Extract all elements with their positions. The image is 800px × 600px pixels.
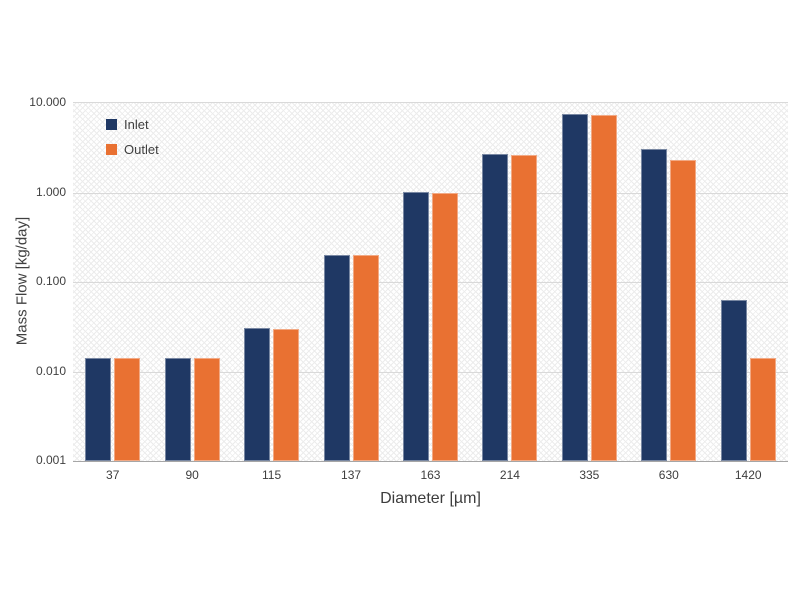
legend-item-inlet[interactable]: Inlet [106, 117, 159, 132]
bar-group-630 [629, 103, 708, 461]
legend-item-outlet[interactable]: Outlet [106, 142, 159, 157]
x-axis-ticks: 37 90 115 137 163 214 335 630 1420 [73, 468, 788, 482]
y-tick-label: 0.010 [35, 363, 66, 378]
y-tick-label: 1.000 [35, 184, 66, 199]
y-tick-label: 0.100 [35, 274, 66, 288]
x-tick-label: 137 [341, 468, 362, 482]
plot-area: Inlet Outlet [73, 102, 788, 462]
legend-swatch-inlet [106, 119, 117, 130]
bar-inlet-115[interactable] [244, 327, 271, 461]
bar-outlet-137[interactable] [352, 255, 379, 461]
x-tick-label: 163 [420, 468, 441, 482]
y-tick-label: 0.001 [35, 453, 66, 467]
bar-outlet-37[interactable] [114, 358, 141, 461]
bar-group-163 [391, 103, 470, 461]
bars-container [73, 103, 788, 461]
x-tick-label: 214 [499, 468, 520, 482]
x-tick-label: 1420 [734, 468, 762, 482]
bar-outlet-115[interactable] [273, 328, 300, 461]
y-tick-label: 10.000 [29, 95, 66, 109]
x-axis-title: Diameter [µm] [380, 490, 481, 507]
bar-group-1420 [709, 103, 788, 461]
legend-label: Outlet [124, 142, 159, 157]
gridline [73, 371, 788, 373]
bar-inlet-163[interactable] [402, 191, 429, 461]
bar-group-90 [152, 103, 231, 461]
bar-group-137 [311, 103, 390, 461]
bar-inlet-630[interactable] [641, 148, 668, 461]
bar-inlet-335[interactable] [561, 114, 588, 461]
gridline [73, 192, 788, 194]
bar-inlet-90[interactable] [164, 358, 191, 461]
bar-group-115 [232, 103, 311, 461]
x-tick-label: 37 [106, 468, 120, 482]
bar-group-335 [550, 103, 629, 461]
legend-swatch-outlet [106, 144, 117, 155]
bar-outlet-214[interactable] [511, 155, 538, 461]
bar-inlet-137[interactable] [323, 255, 350, 461]
legend: Inlet Outlet [106, 117, 159, 157]
gridline [73, 282, 788, 283]
x-tick-label: 335 [579, 468, 600, 482]
bar-outlet-630[interactable] [670, 160, 697, 461]
x-tick-label: 630 [658, 468, 679, 482]
x-tick-label: 90 [185, 468, 199, 482]
bar-group-214 [470, 103, 549, 461]
bar-outlet-90[interactable] [193, 358, 220, 461]
bar-outlet-335[interactable] [590, 115, 617, 461]
x-tick-label: 115 [262, 468, 282, 482]
bar-outlet-1420[interactable] [749, 358, 776, 461]
bar-inlet-37[interactable] [85, 358, 112, 461]
bar-inlet-1420[interactable] [720, 299, 747, 461]
bar-inlet-214[interactable] [482, 153, 509, 461]
bar-outlet-163[interactable] [431, 192, 458, 461]
legend-label: Inlet [124, 117, 149, 132]
bar-group-37 [73, 103, 152, 461]
